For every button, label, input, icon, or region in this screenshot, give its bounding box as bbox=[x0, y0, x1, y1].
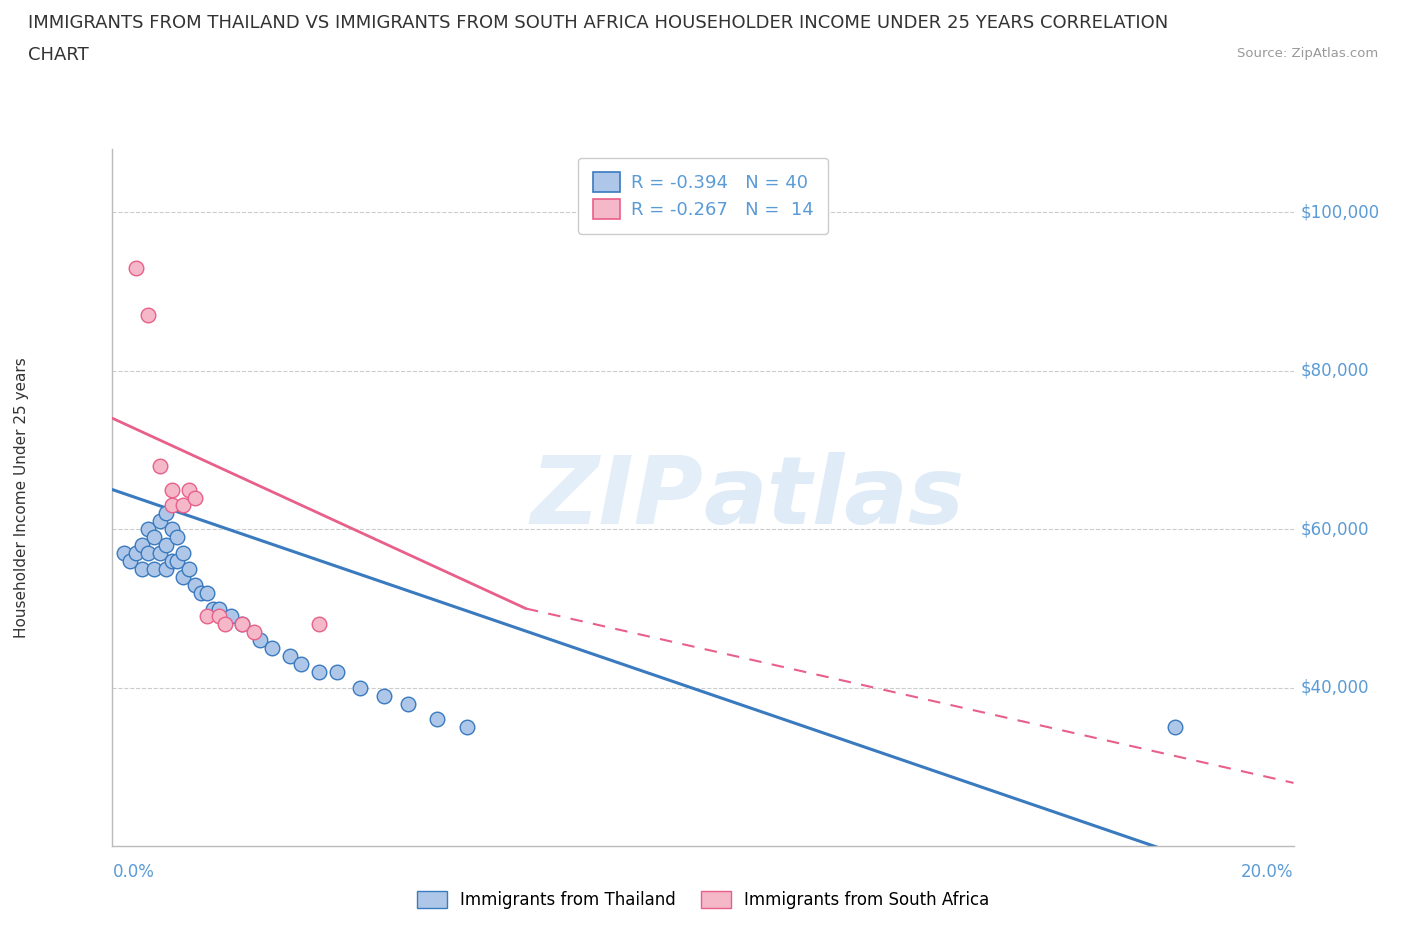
Point bbox=[136, 546, 159, 561]
Point bbox=[155, 538, 177, 552]
Point bbox=[149, 546, 172, 561]
Legend: Immigrants from Thailand, Immigrants from South Africa: Immigrants from Thailand, Immigrants fro… bbox=[408, 883, 998, 917]
Point bbox=[166, 530, 188, 545]
Point bbox=[142, 562, 165, 577]
Point bbox=[160, 482, 183, 497]
Point bbox=[166, 553, 188, 568]
Point bbox=[208, 601, 231, 616]
Point bbox=[243, 625, 266, 640]
Text: Householder Income Under 25 years: Householder Income Under 25 years bbox=[14, 357, 28, 638]
Point bbox=[172, 546, 194, 561]
Point bbox=[131, 538, 153, 552]
Point bbox=[208, 609, 231, 624]
Point bbox=[308, 665, 330, 680]
Text: IMMIGRANTS FROM THAILAND VS IMMIGRANTS FROM SOUTH AFRICA HOUSEHOLDER INCOME UNDE: IMMIGRANTS FROM THAILAND VS IMMIGRANTS F… bbox=[28, 14, 1168, 32]
Point bbox=[1164, 720, 1187, 735]
Text: atlas: atlas bbox=[703, 452, 965, 543]
Point bbox=[136, 308, 159, 323]
Point bbox=[125, 260, 148, 275]
Legend: R = -0.394   N = 40, R = -0.267   N =  14: R = -0.394 N = 40, R = -0.267 N = 14 bbox=[578, 158, 828, 233]
Point bbox=[349, 681, 371, 696]
Text: CHART: CHART bbox=[28, 46, 89, 64]
Point bbox=[326, 665, 349, 680]
Point bbox=[149, 514, 172, 529]
Point bbox=[396, 697, 419, 711]
Point bbox=[125, 546, 148, 561]
Point bbox=[260, 641, 283, 656]
Point bbox=[426, 712, 449, 727]
Point bbox=[160, 522, 183, 537]
Point bbox=[231, 617, 253, 631]
Text: $60,000: $60,000 bbox=[1301, 520, 1369, 538]
Point bbox=[172, 569, 194, 584]
Point bbox=[179, 562, 201, 577]
Point bbox=[120, 553, 142, 568]
Text: 20.0%: 20.0% bbox=[1241, 863, 1294, 881]
Point bbox=[373, 688, 395, 703]
Text: $80,000: $80,000 bbox=[1301, 362, 1369, 379]
Point bbox=[172, 498, 194, 513]
Point bbox=[179, 482, 201, 497]
Text: 0.0%: 0.0% bbox=[112, 863, 155, 881]
Point bbox=[160, 498, 183, 513]
Point bbox=[160, 553, 183, 568]
Point bbox=[184, 578, 207, 592]
Point bbox=[278, 648, 301, 663]
Point bbox=[112, 546, 135, 561]
Point bbox=[219, 609, 242, 624]
Point bbox=[195, 609, 218, 624]
Point bbox=[149, 458, 172, 473]
Text: Source: ZipAtlas.com: Source: ZipAtlas.com bbox=[1237, 46, 1378, 60]
Point bbox=[142, 530, 165, 545]
Point bbox=[195, 585, 218, 600]
Point bbox=[184, 490, 207, 505]
Point bbox=[231, 617, 253, 631]
Point bbox=[290, 657, 312, 671]
Text: $100,000: $100,000 bbox=[1301, 204, 1379, 221]
Point bbox=[456, 720, 478, 735]
Point bbox=[155, 506, 177, 521]
Point bbox=[201, 601, 224, 616]
Point bbox=[190, 585, 212, 600]
Text: $40,000: $40,000 bbox=[1301, 679, 1369, 697]
Point bbox=[214, 617, 236, 631]
Point bbox=[155, 562, 177, 577]
Point bbox=[131, 562, 153, 577]
Text: ZIP: ZIP bbox=[530, 452, 703, 543]
Point bbox=[249, 632, 271, 647]
Point bbox=[308, 617, 330, 631]
Point bbox=[136, 522, 159, 537]
